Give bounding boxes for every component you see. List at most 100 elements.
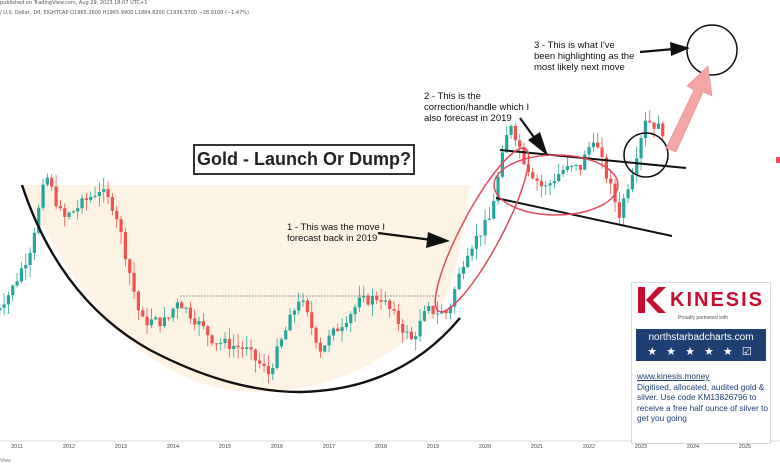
candle-body: [383, 300, 387, 302]
x-tick-label: 2017: [322, 444, 336, 450]
candle-body: [435, 313, 439, 315]
candle-body: [110, 197, 114, 211]
candle-body: [67, 212, 71, 217]
candle-body: [149, 319, 153, 326]
candle-body: [184, 307, 188, 309]
x-tick-label: 2023: [634, 444, 648, 450]
candle-body: [474, 235, 478, 249]
candle-body: [141, 310, 145, 317]
candle-body: [323, 345, 327, 352]
candle-body: [37, 207, 41, 233]
candle-body: [349, 314, 353, 324]
candle-body: [487, 218, 491, 220]
candle-body: [531, 172, 535, 179]
candle-body: [275, 346, 279, 368]
candle-body: [362, 295, 366, 298]
x-tick-label: 2025: [738, 444, 752, 450]
candle-body: [513, 125, 517, 141]
candle-body: [128, 259, 132, 274]
candle-body: [496, 176, 500, 202]
x-tick-label: 2011: [11, 444, 23, 450]
candle-body: [609, 178, 613, 184]
candle-body: [583, 154, 587, 170]
cup-shading: [22, 185, 470, 393]
note-3: 3 - This is what I've been highlighting …: [534, 40, 634, 73]
candle-body: [301, 300, 305, 302]
candle-body: [444, 310, 448, 314]
candle-body: [405, 331, 409, 333]
chart-title-box: Gold - Launch Or Dump?: [193, 144, 415, 175]
candle-body: [2, 304, 6, 308]
candle-body: [587, 147, 591, 155]
candle-body: [500, 152, 504, 177]
candle-body: [548, 183, 552, 186]
candle-body: [388, 300, 392, 309]
note-1-line: forecast back in 2019: [287, 233, 378, 244]
cup-curve: [20, 184, 461, 394]
note-2: 2 - This is the correction/handle which …: [424, 91, 529, 124]
candle-body: [539, 180, 543, 187]
candle-body: [522, 147, 526, 165]
candle-body: [76, 208, 80, 212]
candle-body: [470, 248, 474, 256]
kinesis-tagline: Proudly partnered with: [678, 315, 729, 321]
arrow-note2: [519, 117, 548, 156]
star-rating-icon: ★ ★ ★ ★ ★ ☑: [647, 346, 755, 358]
candle-body: [240, 347, 244, 350]
candle-body: [561, 169, 565, 175]
candle-body: [136, 291, 140, 311]
kinesis-site-banner[interactable]: northstarbadcharts.com ★ ★ ★ ★ ★ ☑: [636, 329, 766, 361]
candle-body: [535, 178, 539, 181]
x-tick-label: 2021: [530, 444, 544, 450]
candle-body: [0, 307, 2, 311]
candle-body: [188, 307, 192, 319]
kinesis-text: www.kinesis.money Digitised, allocated, …: [637, 371, 769, 424]
candle-body: [154, 317, 158, 320]
candle-body: [284, 330, 288, 340]
candle-body: [97, 191, 101, 196]
x-tick-label: 2013: [114, 444, 128, 450]
candle-body: [305, 300, 309, 313]
projection-arrow: [665, 65, 713, 153]
candle-body: [557, 174, 561, 182]
candle-body: [253, 349, 257, 361]
kinesis-ad[interactable]: KINESIS Proudly partnered with northstar…: [631, 282, 771, 444]
candle-body: [414, 336, 418, 340]
candle-body: [570, 165, 574, 167]
candle-body: [171, 308, 175, 318]
candle-body: [266, 366, 270, 375]
candle-body: [331, 328, 335, 336]
candle-body: [236, 345, 240, 348]
candle-body: [648, 120, 652, 123]
candle-body: [162, 317, 166, 327]
candle-body: [297, 301, 301, 311]
candle-body: [505, 134, 509, 153]
candle-body: [340, 327, 344, 332]
candle-body: [626, 189, 630, 199]
candle-body: [71, 211, 75, 213]
candle-body: [32, 232, 36, 253]
candle-body: [180, 302, 184, 309]
candle-body: [635, 158, 639, 175]
candle-body: [366, 295, 370, 305]
candle-body: [310, 312, 314, 328]
candle-body: [596, 142, 600, 148]
candle-body: [288, 314, 292, 331]
kinesis-k-icon: [638, 287, 666, 313]
chart-header-line1: published on TradingView.com, Aug 29, 20…: [0, 0, 148, 6]
note-3-line: 3 - This is what I've: [534, 40, 615, 51]
x-tick-label: 2022: [582, 444, 596, 450]
candle-body: [652, 122, 656, 129]
candle-body: [370, 295, 374, 305]
candle-body: [232, 345, 236, 350]
candle-body: [448, 306, 452, 314]
kinesis-link[interactable]: www.kinesis.money: [637, 371, 710, 381]
candle-body: [483, 219, 487, 236]
candle-body: [258, 360, 262, 364]
candle-body: [600, 147, 604, 158]
arrow-note1: [377, 231, 450, 248]
x-tick-label: 2015: [218, 444, 232, 450]
candle-body: [617, 202, 621, 218]
candle-body: [292, 310, 296, 315]
